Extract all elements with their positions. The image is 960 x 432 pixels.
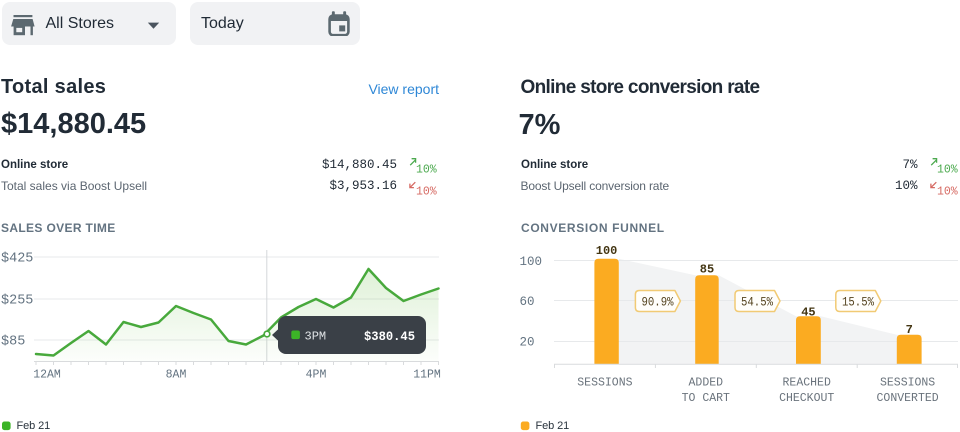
- svg-text:45: 45: [801, 305, 815, 319]
- svg-text:$255: $255: [1, 294, 33, 309]
- svg-text:20: 20: [520, 336, 535, 350]
- svg-text:CHECKOUT: CHECKOUT: [779, 392, 834, 405]
- svg-text:ADDED: ADDED: [689, 377, 724, 390]
- svg-text:$425: $425: [1, 252, 33, 267]
- svg-text:7: 7: [906, 323, 913, 337]
- svg-text:3PM: 3PM: [305, 330, 327, 344]
- svg-text:4PM: 4PM: [306, 369, 327, 382]
- svg-text:SESSIONS: SESSIONS: [880, 377, 935, 390]
- svg-text:10%: 10%: [937, 164, 958, 177]
- svg-text:SESSIONS: SESSIONS: [577, 377, 632, 390]
- svg-text:10%: 10%: [937, 186, 958, 199]
- svg-text:54.5%: 54.5%: [741, 296, 773, 310]
- svg-text:$380.45: $380.45: [364, 330, 415, 344]
- svg-text:100: 100: [596, 244, 618, 258]
- svg-text:100: 100: [520, 255, 543, 269]
- svg-text:12AM: 12AM: [33, 369, 61, 382]
- svg-text:REACHED: REACHED: [783, 377, 831, 390]
- svg-text:CONVERTED: CONVERTED: [877, 392, 939, 405]
- svg-text:11PM: 11PM: [413, 369, 441, 382]
- svg-text:10%: 10%: [416, 164, 437, 177]
- svg-text:10%: 10%: [416, 186, 437, 199]
- svg-text:60: 60: [520, 295, 535, 309]
- svg-text:15.5%: 15.5%: [842, 296, 874, 310]
- svg-text:TO CART: TO CART: [682, 392, 730, 405]
- svg-text:8AM: 8AM: [166, 369, 187, 382]
- svg-text:$85: $85: [1, 335, 25, 350]
- svg-text:85: 85: [700, 262, 714, 276]
- svg-text:90.9%: 90.9%: [642, 296, 674, 310]
